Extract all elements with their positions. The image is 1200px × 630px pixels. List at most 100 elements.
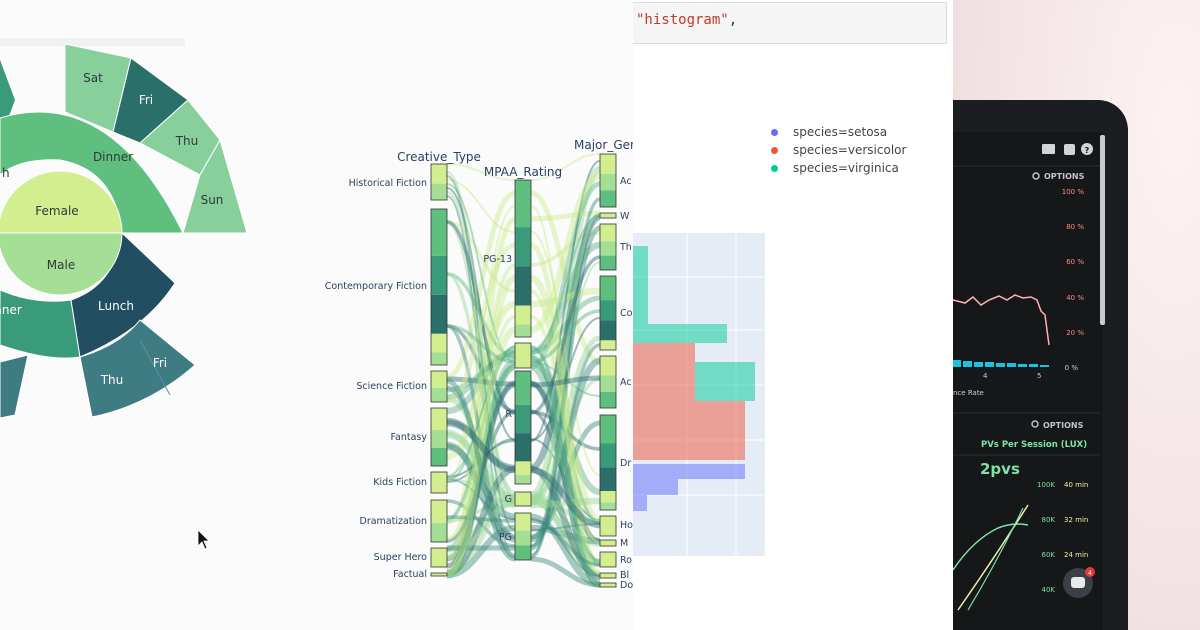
legend-item-virginica[interactable]: species=virginica <box>771 161 899 175</box>
ribbon[interactable] <box>445 172 601 578</box>
ribbon[interactable] <box>446 410 601 543</box>
ribbon[interactable] <box>446 477 601 584</box>
bar-setosa[interactable] <box>633 464 745 479</box>
ribbon[interactable] <box>446 214 601 477</box>
ribbon[interactable] <box>446 220 601 547</box>
ribbon[interactable] <box>446 343 601 548</box>
bar-setosa[interactable] <box>633 495 647 511</box>
ribbon[interactable] <box>446 377 601 523</box>
ribbon[interactable] <box>446 190 601 380</box>
options-button[interactable]: OPTIONS <box>1043 421 1084 430</box>
ribbon[interactable] <box>446 515 601 567</box>
category-bar[interactable] <box>599 414 617 511</box>
ribbon[interactable] <box>446 225 602 551</box>
ribbon[interactable] <box>446 197 601 559</box>
ribbon[interactable] <box>446 324 601 563</box>
bar-versicolor[interactable] <box>633 421 745 460</box>
scrollbar-thumb[interactable] <box>1100 135 1105 325</box>
ribbon[interactable] <box>446 396 601 525</box>
ribbon[interactable] <box>446 429 601 509</box>
ribbon[interactable] <box>446 171 601 545</box>
bar-versicolor[interactable] <box>633 401 745 421</box>
ribbon[interactable] <box>446 165 602 501</box>
ribbon[interactable] <box>446 295 601 400</box>
ribbon[interactable] <box>446 378 601 588</box>
category-bar[interactable] <box>599 153 617 208</box>
category-bar[interactable] <box>599 551 617 568</box>
ribbon[interactable] <box>446 438 601 521</box>
category-bar[interactable] <box>599 355 617 409</box>
ribbon[interactable] <box>446 493 601 577</box>
ribbon[interactable] <box>446 183 601 397</box>
options-button[interactable]: OPTIONS <box>1044 172 1085 181</box>
category-bar[interactable] <box>599 572 617 579</box>
ribbon[interactable] <box>446 309 601 364</box>
ribbon[interactable] <box>445 363 602 588</box>
category-bar[interactable] <box>514 370 532 485</box>
ribbon[interactable] <box>446 272 601 577</box>
ribbon[interactable] <box>446 175 601 531</box>
ribbon[interactable] <box>446 497 601 578</box>
category-bar[interactable] <box>514 512 532 561</box>
category-bar[interactable] <box>599 515 617 537</box>
wedge-left-bottom[interactable] <box>0 354 29 419</box>
ribbon[interactable] <box>446 417 601 529</box>
ribbon[interactable] <box>446 315 601 545</box>
ribbon[interactable] <box>446 385 601 540</box>
share-icon[interactable] <box>1064 144 1075 155</box>
category-bar[interactable] <box>514 342 532 369</box>
ribbon[interactable] <box>446 153 601 181</box>
settings-icon[interactable] <box>1031 420 1039 428</box>
category-bar[interactable] <box>599 539 617 547</box>
bar-virginica[interactable] <box>633 343 693 362</box>
wedge-male[interactable] <box>0 232 123 296</box>
ribbon[interactable] <box>446 205 601 563</box>
ribbon[interactable] <box>446 181 601 552</box>
wedge-dinner-bottom[interactable] <box>0 289 81 359</box>
ribbon[interactable] <box>446 241 601 415</box>
ribbon[interactable] <box>445 210 601 561</box>
ribbon[interactable] <box>446 465 601 581</box>
category-bar[interactable] <box>430 370 448 403</box>
ribbon[interactable] <box>446 220 601 588</box>
category-bar[interactable] <box>599 275 617 351</box>
settings-icon[interactable] <box>1032 172 1040 180</box>
monitor-icon[interactable] <box>1042 144 1055 154</box>
ribbon[interactable] <box>446 195 601 556</box>
help-icon[interactable] <box>1081 143 1093 155</box>
ribbon[interactable] <box>445 358 601 578</box>
ribbon[interactable] <box>446 213 602 472</box>
ribbon[interactable] <box>446 478 601 577</box>
category-bar[interactable] <box>430 547 448 568</box>
bar-virginica[interactable] <box>633 246 648 324</box>
ribbon[interactable] <box>446 346 601 541</box>
ribbon[interactable] <box>445 274 602 577</box>
wedge-thu-fri-bottom[interactable] <box>79 319 196 418</box>
ribbon[interactable] <box>446 242 602 576</box>
category-bar[interactable] <box>599 582 617 588</box>
ribbon[interactable] <box>446 179 601 476</box>
ribbon[interactable] <box>446 376 601 545</box>
wedge-female[interactable] <box>0 170 123 234</box>
ribbon[interactable] <box>446 287 601 461</box>
ribbon[interactable] <box>446 375 601 569</box>
bar-versicolor[interactable] <box>633 433 658 446</box>
bar-versicolor[interactable] <box>633 343 695 401</box>
ribbon[interactable] <box>446 191 601 499</box>
category-bar[interactable] <box>514 179 532 338</box>
bar-virginica[interactable] <box>633 401 645 421</box>
ribbon[interactable] <box>446 335 601 560</box>
legend-item-setosa[interactable]: species=setosa <box>771 125 887 139</box>
category-bar[interactable] <box>430 471 448 494</box>
category-bar[interactable] <box>599 223 617 271</box>
ribbon[interactable] <box>446 524 601 579</box>
bar-virginica[interactable] <box>633 362 755 401</box>
ribbon[interactable] <box>446 212 601 505</box>
bar-virginica[interactable] <box>633 324 727 343</box>
category-bar[interactable] <box>430 572 448 577</box>
legend-item-versicolor[interactable]: species=versicolor <box>771 143 906 157</box>
ribbon[interactable] <box>446 220 601 415</box>
ribbon[interactable] <box>446 354 601 567</box>
ribbon[interactable] <box>446 357 602 543</box>
category-bar[interactable] <box>599 212 617 219</box>
